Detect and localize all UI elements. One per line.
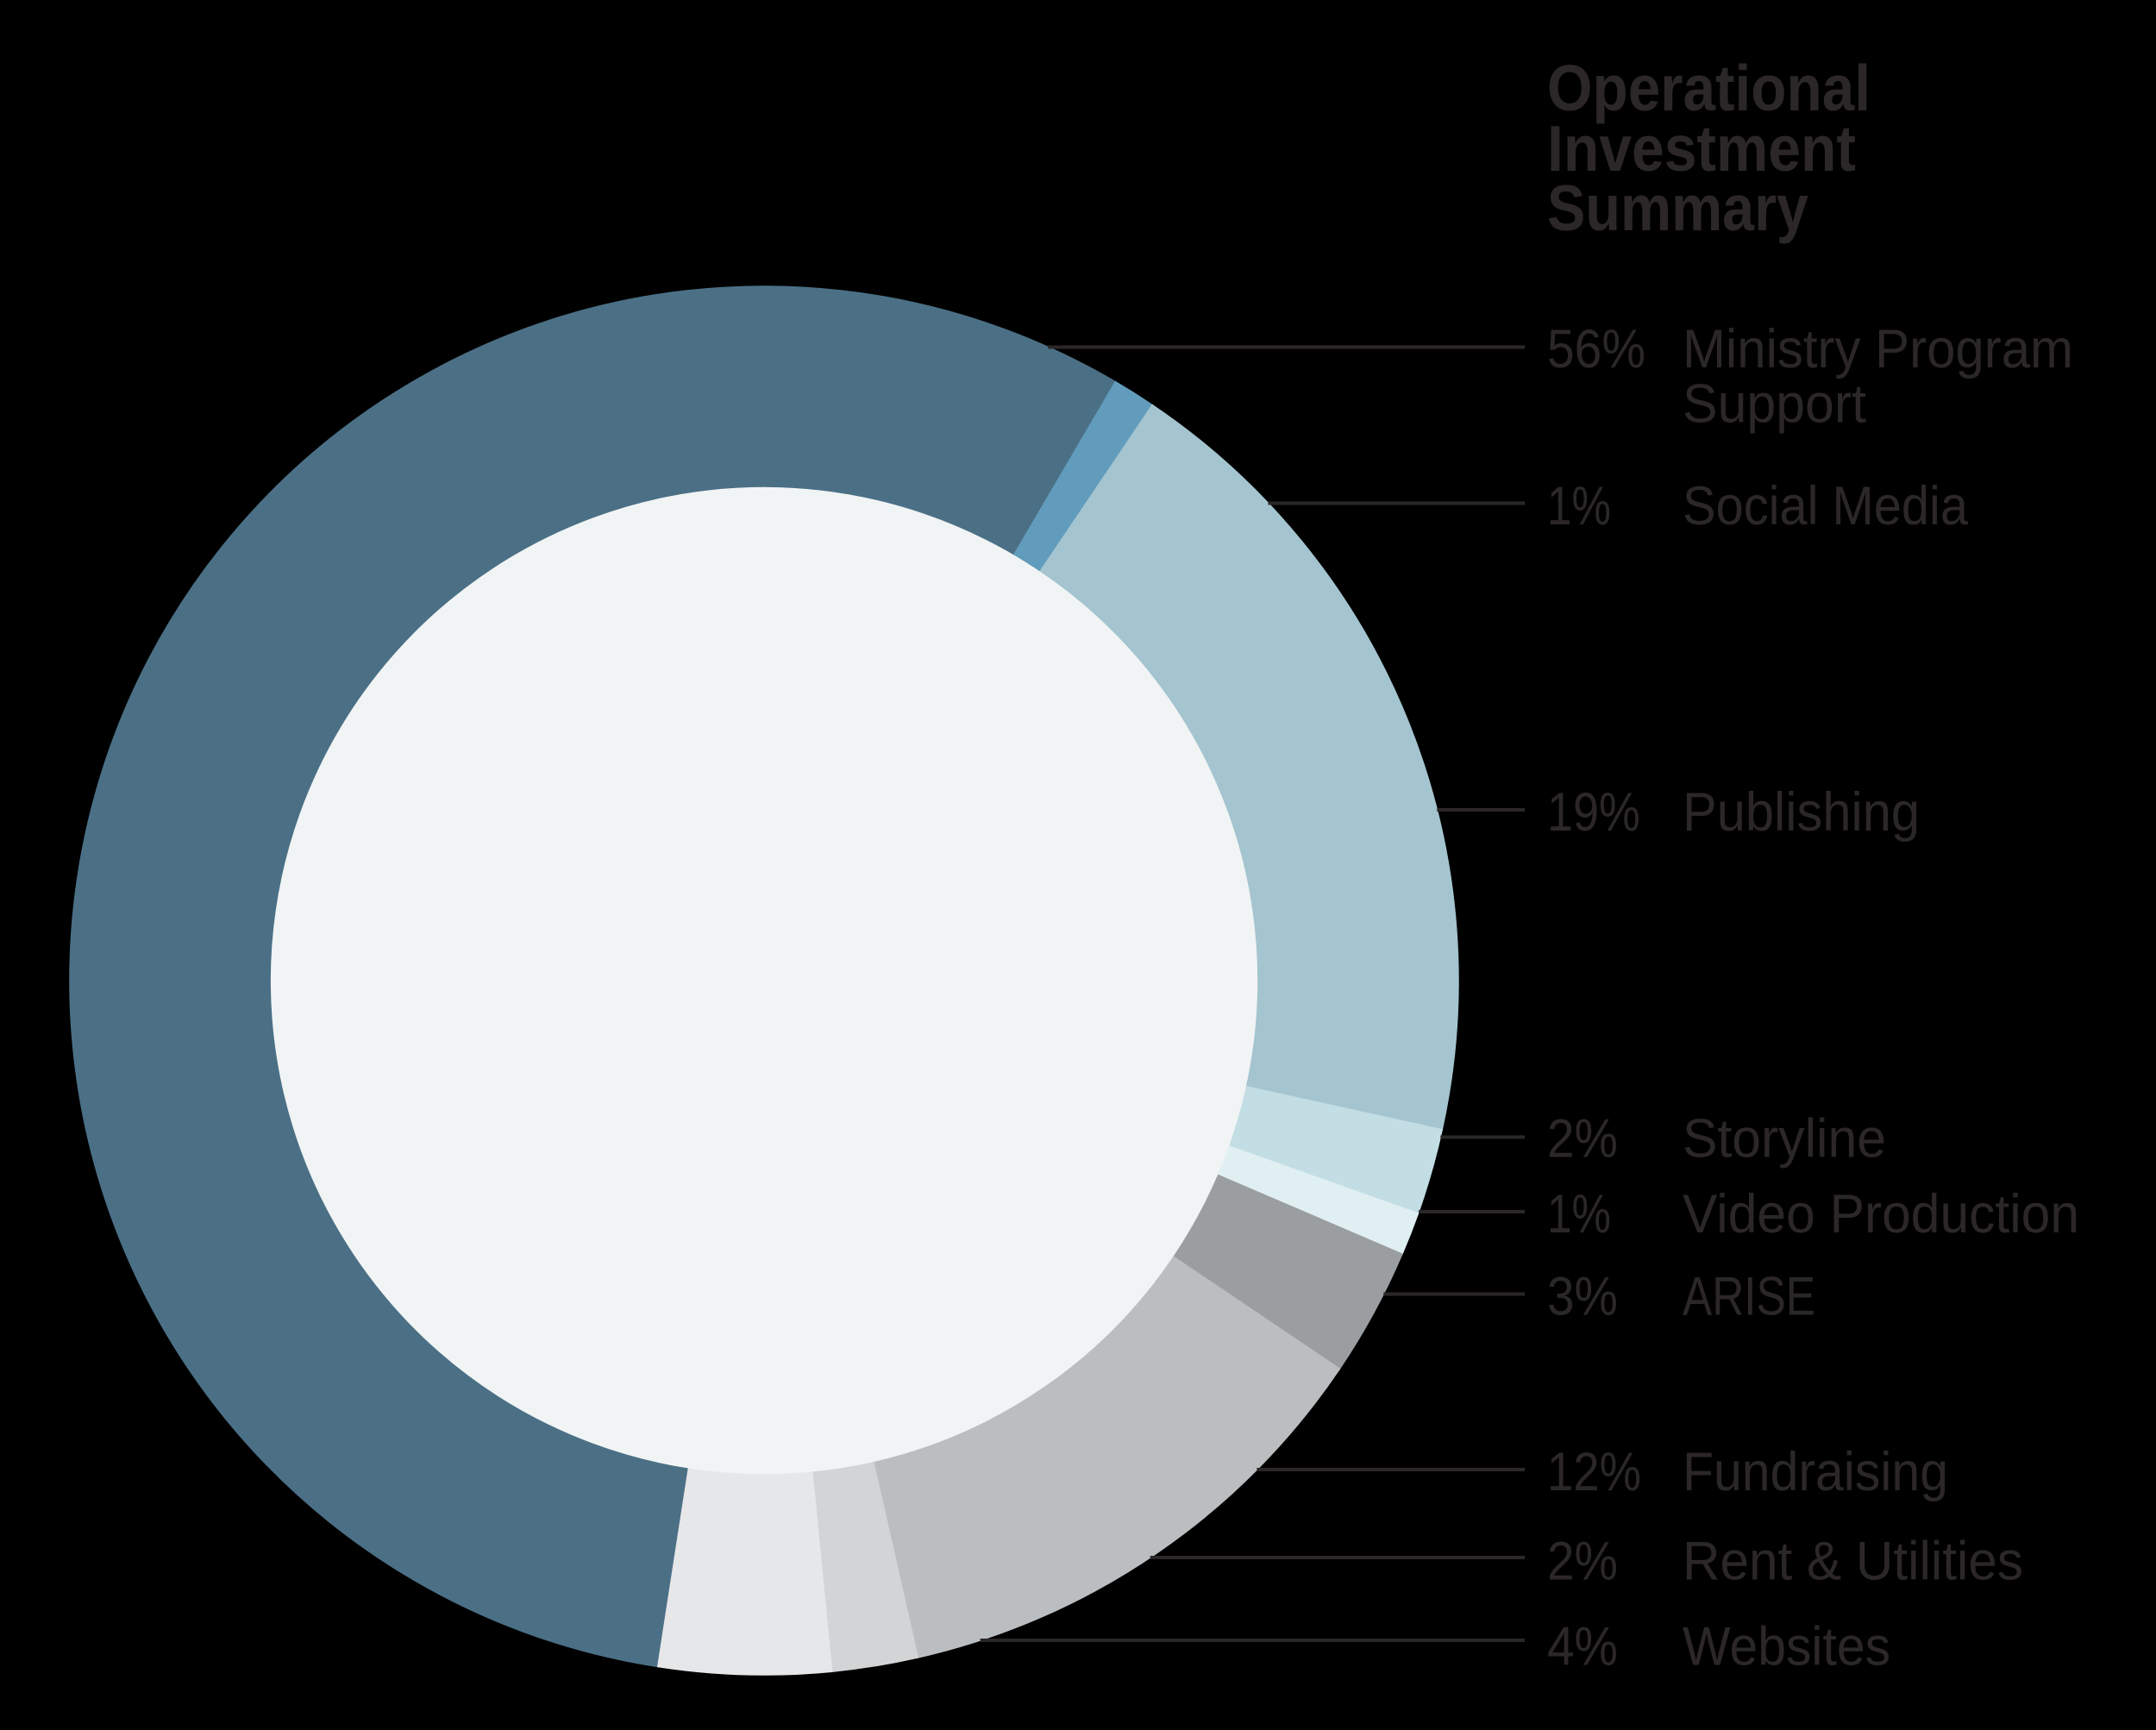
svg-text:1%: 1% (1547, 1184, 1611, 1244)
svg-text:Rent & Utilities: Rent & Utilities (1683, 1532, 2023, 1592)
svg-text:Fundraising: Fundraising (1683, 1442, 1948, 1502)
svg-text:Storyline: Storyline (1683, 1109, 1886, 1169)
svg-text:Ministry Program: Ministry Program (1683, 319, 2073, 379)
svg-text:ARISE: ARISE (1683, 1267, 1815, 1327)
svg-text:Support: Support (1683, 374, 1866, 435)
svg-text:2%: 2% (1547, 1109, 1618, 1169)
svg-text:19%: 19% (1547, 782, 1640, 843)
svg-text:1%: 1% (1547, 476, 1611, 536)
svg-text:Summary: Summary (1547, 172, 1808, 244)
svg-text:3%: 3% (1547, 1267, 1618, 1327)
svg-text:2%: 2% (1547, 1532, 1618, 1592)
svg-text:Video Production: Video Production (1683, 1184, 2079, 1244)
svg-text:Operational: Operational (1547, 52, 1871, 124)
svg-text:Investment: Investment (1547, 112, 1856, 185)
svg-text:12%: 12% (1547, 1442, 1641, 1502)
svg-text:Publishing: Publishing (1683, 782, 1920, 843)
svg-text:Websites: Websites (1683, 1617, 1890, 1677)
svg-text:56%: 56% (1547, 319, 1645, 379)
svg-text:4%: 4% (1547, 1617, 1618, 1677)
svg-text:Social Media: Social Media (1683, 476, 1969, 536)
